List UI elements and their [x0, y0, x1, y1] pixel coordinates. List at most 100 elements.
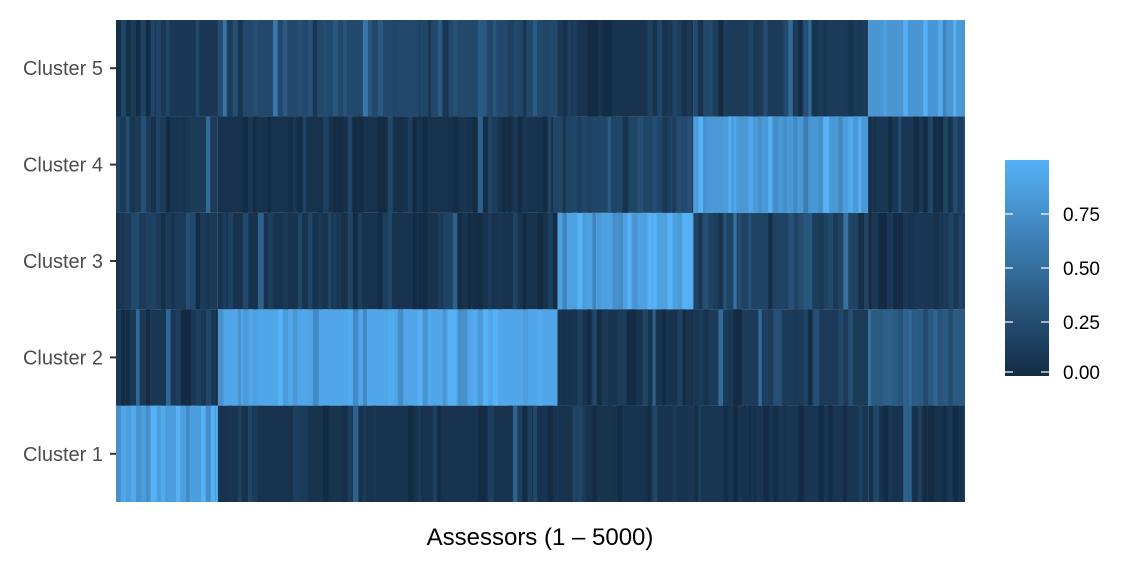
heatmap-strip	[412, 212, 417, 310]
heatmap-strip	[958, 20, 962, 117]
heatmap-strip	[788, 20, 793, 117]
heatmap-strip	[352, 116, 358, 213]
heatmap-strip	[542, 20, 549, 117]
heatmap-strip	[216, 309, 218, 406]
heatmap-strip	[928, 212, 932, 310]
heatmap-strip	[687, 212, 693, 310]
heatmap-strip	[768, 212, 773, 310]
heatmap-strip	[297, 116, 302, 213]
heatmap-strip	[377, 212, 382, 310]
heatmap-strip	[672, 405, 677, 502]
heatmap-strip	[512, 212, 518, 310]
heatmap-strip	[582, 405, 586, 502]
heatmap-strip	[577, 309, 583, 406]
heatmap-strip	[828, 405, 833, 502]
heatmap-strip	[206, 212, 210, 310]
heatmap-strip	[487, 212, 492, 310]
heatmap-strip	[698, 116, 704, 213]
heatmap-strip	[227, 20, 233, 117]
heatmap-strip	[698, 20, 705, 117]
heatmap-strip	[342, 405, 349, 502]
heatmap-strip	[227, 212, 234, 310]
heatmap-strip	[763, 405, 770, 502]
heatmap-strip	[592, 405, 598, 502]
heatmap-cell	[693, 405, 869, 502]
heatmap-strip	[252, 212, 259, 310]
heatmap-strip	[422, 20, 426, 117]
heatmap-strip	[151, 405, 157, 502]
heatmap-strip	[287, 116, 294, 213]
heatmap-strip	[858, 20, 862, 117]
heatmap-strip	[923, 20, 928, 117]
heatmap-strip	[682, 212, 688, 310]
heatmap-strip	[693, 116, 697, 213]
heatmap-strip	[708, 116, 713, 213]
heatmap-strip	[813, 20, 818, 117]
heatmap-strip	[131, 212, 137, 310]
heatmap-cell	[217, 405, 558, 502]
heatmap-strip	[417, 212, 423, 310]
heatmap-strip	[728, 405, 733, 502]
colorbar-tick-label: 0.75	[1063, 205, 1100, 226]
heatmap-strip	[798, 309, 803, 406]
heatmap-strip	[838, 116, 843, 213]
heatmap-strip	[477, 212, 483, 310]
heatmap-panel	[116, 20, 965, 502]
heatmap-strip	[933, 309, 938, 406]
heatmap-strip	[753, 20, 759, 117]
heatmap-strip	[693, 20, 698, 117]
heatmap-strip	[116, 20, 122, 117]
heatmap-strip	[472, 309, 477, 406]
heatmap-strip	[482, 405, 487, 502]
heatmap-strip	[547, 116, 552, 213]
heatmap-strip	[537, 309, 543, 406]
heatmap-strip	[121, 212, 125, 310]
heatmap-strip	[587, 309, 591, 406]
heatmap-strip	[883, 20, 887, 117]
heatmap-strip	[562, 309, 566, 406]
heatmap-strip	[718, 20, 724, 117]
heatmap-strip	[597, 309, 602, 406]
heatmap-strip	[472, 116, 477, 213]
heatmap-strip	[612, 212, 617, 310]
heatmap-strip	[487, 116, 493, 213]
heatmap-strip	[883, 405, 890, 502]
heatmap-strip	[427, 116, 431, 213]
heatmap-strip	[302, 116, 307, 213]
heatmap-strip	[948, 116, 952, 213]
heatmap-strip	[773, 116, 779, 213]
y-tick-label: Cluster 4	[23, 155, 103, 177]
heatmap-strip	[703, 20, 709, 117]
heatmap-strip	[642, 309, 648, 406]
heatmap-strip	[963, 116, 965, 213]
heatmap-strip	[798, 212, 805, 310]
heatmap-strip	[362, 405, 367, 502]
heatmap-strip	[382, 116, 387, 213]
heatmap-strip	[913, 309, 919, 406]
heatmap-strip	[592, 212, 597, 310]
heatmap-strip	[677, 20, 682, 117]
heatmap-strip	[808, 20, 812, 117]
heatmap-strip	[332, 212, 337, 310]
heatmap-strip	[352, 405, 359, 502]
heatmap-strip	[367, 20, 373, 117]
heatmap-strip	[141, 20, 146, 117]
heatmap-strip	[282, 309, 289, 406]
heatmap-strip	[682, 116, 689, 213]
heatmap-strip	[462, 116, 467, 213]
heatmap-strip	[222, 116, 229, 213]
colorbar-tick-label: 0.00	[1063, 363, 1100, 384]
heatmap-strip	[447, 212, 454, 310]
heatmap-strip	[382, 212, 389, 310]
heatmap-strip	[196, 20, 200, 117]
heatmap-strip	[577, 405, 584, 502]
heatmap-cell	[217, 309, 558, 406]
heatmap-strip	[788, 212, 795, 310]
heatmap-strip	[848, 212, 852, 310]
heatmap-strip	[622, 309, 627, 406]
heatmap-strip	[312, 405, 318, 502]
heatmap-strip	[682, 309, 686, 406]
heatmap-strip	[818, 405, 824, 502]
heatmap-strip	[908, 405, 912, 502]
